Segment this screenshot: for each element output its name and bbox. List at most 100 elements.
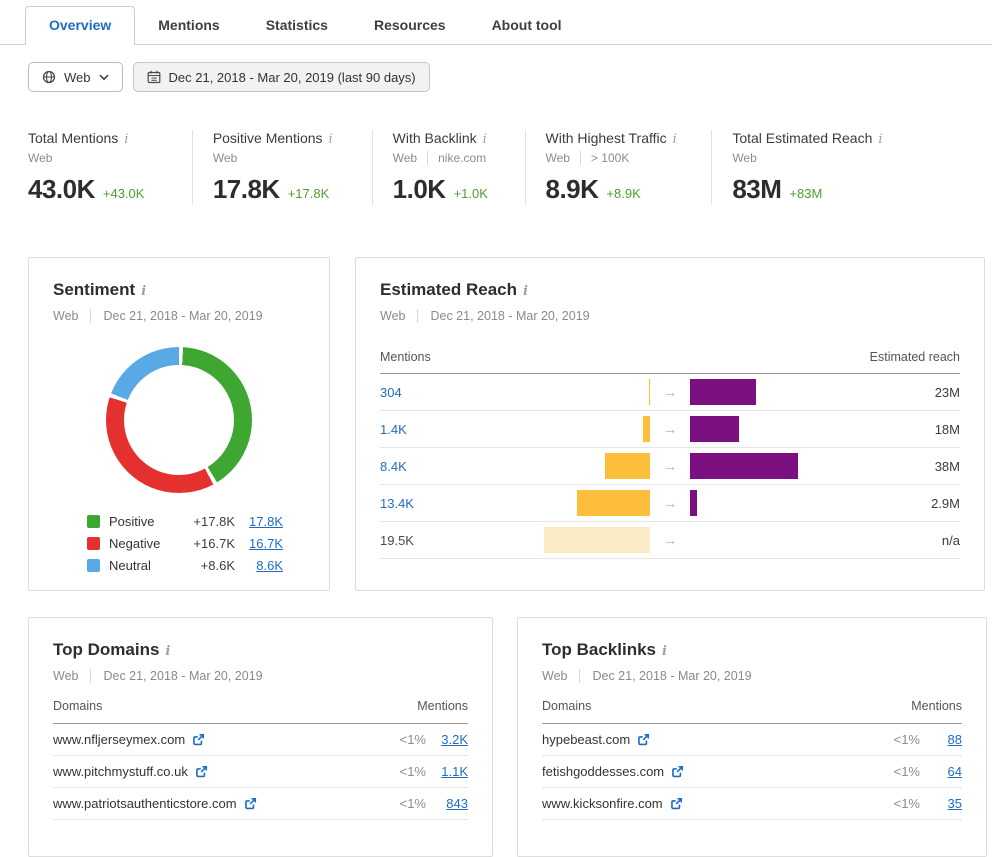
info-icon[interactable]: i (662, 644, 667, 659)
reach-value: n/a (941, 532, 960, 548)
mentions-count-link[interactable]: 843 (446, 796, 468, 811)
mentions-bar (605, 453, 650, 479)
legend-item-negative: Negative +16.7K 16.7K (87, 532, 305, 554)
divider (417, 309, 419, 323)
divider (90, 309, 92, 323)
reach-value: 2.9M (931, 495, 960, 511)
panel-title: Top Backlinks i (542, 640, 667, 659)
domain-row: www.nfljerseymex.com <1% 3.2K (53, 724, 468, 756)
info-icon[interactable]: i (672, 132, 677, 147)
external-link-icon[interactable] (195, 765, 208, 778)
legend-item-positive: Positive +17.8K 17.8K (87, 510, 305, 532)
stat-total-estimated-reach: Total Estimated Reach i Web 83M +83M (712, 130, 992, 205)
mentions-count-link[interactable]: 64 (947, 764, 962, 779)
mentions-count-link[interactable]: 13.4K (380, 495, 414, 511)
reach-row: 1.4K → 18M (380, 411, 960, 448)
domain-name: hypebeast.com (542, 732, 631, 747)
stat-delta: +8.9K (606, 186, 641, 201)
stat-label: Total Mentions i (28, 130, 129, 147)
stat-value: 17.8K (212, 174, 280, 204)
sentiment-donut-chart (106, 347, 252, 493)
info-icon[interactable]: i (328, 132, 333, 147)
col-mentions: Mentions (417, 699, 468, 713)
external-link-icon[interactable] (637, 733, 650, 746)
globe-icon (42, 70, 56, 84)
mentions-count-link[interactable]: 1.1K (441, 764, 468, 779)
sentiment-legend: Positive +17.8K 17.8K Negative +16.7K 16… (87, 510, 305, 576)
reach-bar (690, 453, 798, 479)
mentions-count-link[interactable]: 1.4K (380, 421, 407, 437)
stats-row: Total Mentions i Web 43.0K +43.0K Positive… (28, 130, 992, 205)
reach-bar (690, 416, 739, 442)
reach-row: 8.4K → 38M (380, 448, 960, 485)
backlinks-table-header: Domains Mentions (542, 699, 962, 724)
mentions-share: <1% (399, 764, 426, 779)
col-domains: Domains (542, 699, 592, 713)
backlink-row: hypebeast.com <1% 88 (542, 724, 962, 756)
reach-value: 38M (934, 458, 960, 474)
panel-scope: Web (380, 309, 406, 323)
panel-scope: Web (53, 309, 79, 323)
stat-label: With Backlink i (392, 130, 487, 147)
stat-label: Positive Mentions i (212, 130, 333, 147)
panel-scope: Web (542, 669, 568, 683)
source-select-value: Web (64, 69, 91, 85)
stat-scope: Web (732, 151, 757, 165)
tab-mentions[interactable]: Mentions (158, 17, 220, 33)
negative-count-link[interactable]: 16.7K (249, 535, 283, 551)
mentions-count-link[interactable]: 8.4K (380, 458, 407, 474)
date-range-button[interactable]: Dec 21, 2018 - Mar 20, 2019 (last 90 day… (132, 62, 430, 92)
mentions-share: <1% (399, 732, 426, 747)
stat-scope: Web (545, 151, 570, 165)
panel-date-range: Dec 21, 2018 - Mar 20, 2019 (430, 309, 590, 323)
stat-scope-extra: > 100K (579, 151, 629, 165)
mentions-count-link[interactable]: 35 (947, 796, 962, 811)
divider (90, 669, 92, 683)
mentions-share: <1% (893, 732, 920, 747)
col-domains: Domains (53, 699, 103, 713)
domain-name: www.pitchmystuff.co.uk (53, 764, 188, 779)
mentions-count-link[interactable]: 88 (947, 732, 962, 747)
tab-about-tool[interactable]: About tool (491, 17, 562, 33)
tab-overview[interactable]: Overview (25, 6, 136, 45)
tab-statistics[interactable]: Statistics (265, 17, 328, 33)
stat-with-backlink: With Backlink i Web nike.com 1.0K +1.0K (373, 130, 526, 205)
sentiment-panel: Sentiment i Web Dec 21, 2018 - Mar 20, 201… (28, 257, 330, 591)
top-backlinks-panel: Top Backlinks i Web Dec 21, 2018 - Mar 20,… (517, 617, 987, 857)
domain-name: www.kicksonfire.com (542, 796, 663, 811)
stat-value: 83M (732, 174, 782, 204)
mentions-count-link[interactable]: 304 (380, 384, 402, 400)
stat-label: With Highest Traffic i (545, 130, 677, 147)
reach-bar (690, 490, 697, 516)
neutral-swatch (87, 558, 100, 572)
info-icon[interactable]: i (482, 132, 487, 147)
positive-count-link[interactable]: 17.8K (249, 513, 283, 529)
calendar-icon (147, 70, 161, 84)
mentions-bar (544, 527, 650, 553)
source-select[interactable]: Web (28, 62, 123, 92)
mentions-count-link[interactable]: 3.2K (441, 732, 468, 747)
info-icon[interactable]: i (878, 132, 883, 147)
mentions-bar (643, 416, 650, 442)
external-link-icon[interactable] (244, 797, 257, 810)
external-link-icon[interactable] (192, 733, 205, 746)
info-icon[interactable]: i (523, 284, 528, 299)
filter-bar: Web Dec 21, 2018 - Mar 20, 2019 (last 90… (28, 62, 992, 92)
stat-value: 43.0K (28, 174, 95, 204)
external-link-icon[interactable] (670, 797, 683, 810)
info-icon[interactable]: i (141, 284, 147, 299)
reach-row: 19.5K → n/a (380, 522, 960, 559)
estimated-reach-panel: Estimated Reach i Web Dec 21, 2018 - Mar 2… (355, 257, 985, 591)
chevron-down-icon (98, 74, 109, 81)
neutral-count-link[interactable]: 8.6K (256, 557, 283, 573)
external-link-icon[interactable] (671, 765, 684, 778)
arrow-right-icon: → (662, 383, 678, 401)
panel-date-range: Dec 21, 2018 - Mar 20, 2019 (103, 669, 263, 683)
info-icon[interactable]: i (165, 644, 171, 659)
reach-row: 304 → 23M (380, 374, 960, 411)
panel-title: Estimated Reach i (380, 280, 528, 299)
domain-name: fetishgoddesses.com (542, 764, 665, 779)
tab-resources[interactable]: Resources (373, 17, 446, 33)
backlink-row: www.kicksonfire.com <1% 35 (542, 788, 962, 820)
info-icon[interactable]: i (124, 132, 129, 147)
